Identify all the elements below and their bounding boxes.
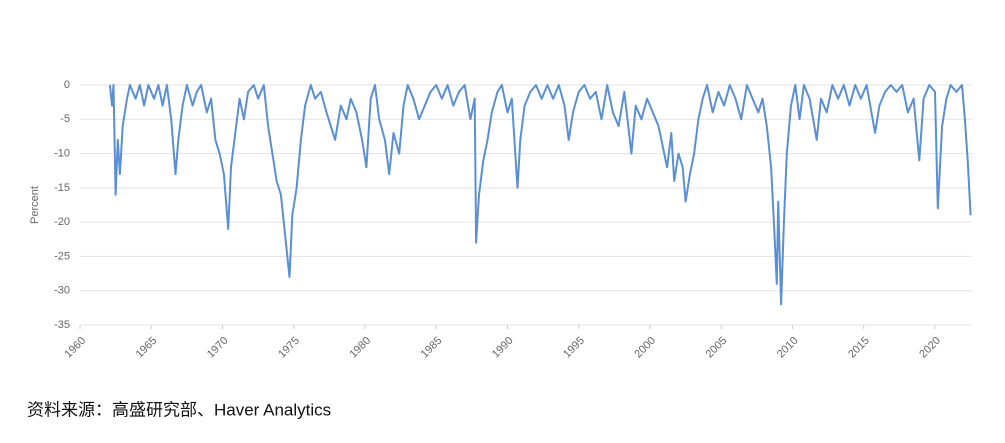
x-tick-label: 2015: [846, 335, 872, 361]
y-tick-label: -5: [60, 113, 70, 125]
data-line: [108, 84, 972, 306]
x-tick-label: 2000: [632, 335, 658, 361]
x-tick-label: 1975: [276, 335, 302, 361]
x-tick-label: 2005: [704, 335, 730, 361]
x-tick-label: 1970: [205, 335, 231, 361]
x-tick-label: 1985: [419, 335, 445, 361]
x-tick-label: 2010: [775, 335, 801, 361]
y-axis-label: Percent: [29, 186, 41, 224]
y-tick-label: -20: [54, 216, 70, 228]
x-tick-label: 1965: [134, 335, 160, 361]
y-tick-label: -35: [54, 319, 70, 331]
x-tick-label: 1995: [561, 335, 587, 361]
y-tick-label: -25: [54, 250, 70, 262]
y-tick-label: -15: [54, 182, 70, 194]
x-tick-label: 1960: [62, 335, 88, 361]
y-tick-label: -10: [54, 147, 70, 159]
y-tick-label: 0: [64, 79, 70, 91]
y-tick-label: -30: [54, 285, 70, 297]
x-tick-label: 2020: [917, 335, 943, 361]
x-tick-label: 1990: [490, 335, 516, 361]
x-tick-label: 1980: [347, 335, 373, 361]
source-note: 资料来源：高盛研究部、Haver Analytics: [27, 400, 331, 419]
